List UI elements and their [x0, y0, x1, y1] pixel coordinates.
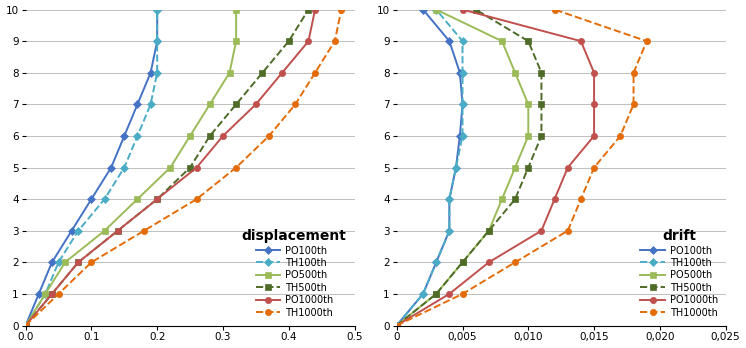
Legend: PO100th, TH100th, PO500th, TH500th, PO1000th, TH1000th: PO100th, TH100th, PO500th, TH500th, PO10…	[638, 226, 721, 321]
Legend: PO100th, TH100th, PO500th, TH500th, PO1000th, TH1000th: PO100th, TH100th, PO500th, TH500th, PO10…	[239, 226, 350, 321]
